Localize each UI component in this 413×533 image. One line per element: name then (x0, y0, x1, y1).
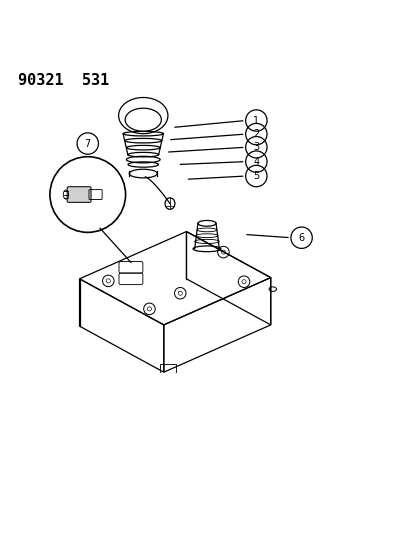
FancyBboxPatch shape (67, 187, 91, 203)
Text: 7: 7 (84, 139, 90, 149)
Text: 3: 3 (253, 142, 259, 152)
Text: 90321  531: 90321 531 (18, 73, 109, 88)
Text: 4: 4 (253, 157, 259, 167)
Text: 5: 5 (253, 171, 259, 181)
Text: 1: 1 (253, 116, 259, 125)
Text: 2: 2 (253, 129, 259, 139)
Text: 6: 6 (298, 233, 304, 243)
